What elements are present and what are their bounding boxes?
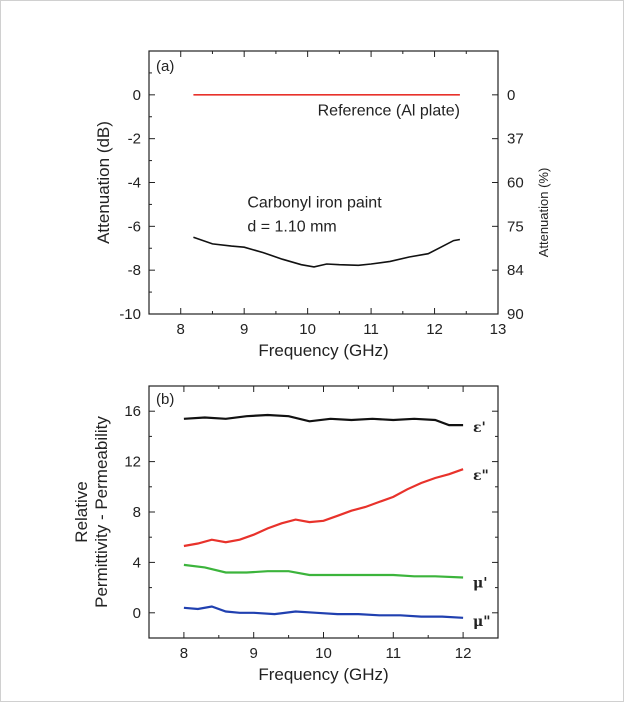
y-tick-label-b: 8	[133, 504, 141, 521]
annotation-thickness: d = 1.10 mm	[247, 218, 336, 235]
x-tick-label-a: 12	[426, 321, 443, 338]
y-tick-label-b: 16	[124, 403, 141, 420]
x-axis-label-b: Frequency (GHz)	[258, 665, 388, 684]
y-axis-label-a: Attenuation (dB)	[94, 121, 113, 244]
series-label-b-2: μ'	[473, 576, 488, 592]
y-tick-label-a: -10	[119, 306, 141, 323]
y-tick-label-a: 0	[133, 87, 141, 104]
x-tick-label-b: 10	[315, 645, 332, 662]
series-line-b-3	[183, 605, 464, 619]
annotation-reference: Reference (Al plate)	[318, 102, 460, 119]
y-tick-label-b: 0	[133, 605, 141, 622]
x-tick-label-a: 11	[363, 321, 379, 338]
y-axis-label-b-line2: Permittivity - Permeability	[92, 416, 111, 608]
series-line-b-1	[183, 468, 464, 548]
x-tick-label-a: 13	[490, 321, 507, 338]
annotation-carbonyl: Carbonyl iron paint	[247, 194, 382, 211]
x-tick-label-b: 12	[455, 645, 472, 662]
y-tick-label-a: -6	[128, 218, 141, 235]
y2-tick-label-a: 37	[507, 131, 524, 148]
series-label-b-0: ε'	[473, 420, 486, 436]
y2-axis-label-a: Attenuation (%)	[536, 168, 551, 258]
x-tick-label-b: 9	[250, 645, 258, 662]
y-tick-label-b: 12	[124, 454, 141, 471]
y-tick-label-b: 4	[133, 554, 141, 571]
y-tick-label-a: -2	[128, 131, 141, 148]
panel-label-a: (a)	[156, 58, 174, 75]
series-line-b-2	[183, 563, 464, 579]
series-line-b-0	[183, 413, 464, 427]
x-tick-label-a: 9	[240, 321, 248, 338]
y2-tick-label-a: 60	[507, 175, 524, 192]
x-tick-label-b: 11	[386, 645, 402, 662]
y-axis-label-b-line1: Relative	[72, 481, 91, 542]
y2-tick-label-a: 0	[507, 87, 515, 104]
series-line-a-1	[193, 236, 461, 268]
panel-label-b: (b)	[156, 391, 174, 408]
x-tick-label-b: 8	[180, 645, 188, 662]
x-tick-label-a: 8	[177, 321, 185, 338]
y2-tick-label-a: 90	[507, 306, 524, 323]
y2-tick-label-a: 75	[507, 218, 524, 235]
series-label-b-1: ε"	[473, 468, 489, 484]
plot-frame-a	[148, 50, 499, 315]
x-tick-label-a: 10	[299, 321, 316, 338]
y-tick-label-a: -8	[128, 262, 141, 279]
y-tick-label-a: -4	[128, 175, 141, 192]
y2-tick-label-a: 84	[507, 262, 524, 279]
x-axis-label-a: Frequency (GHz)	[258, 341, 388, 360]
series-label-b-3: μ"	[473, 614, 491, 630]
